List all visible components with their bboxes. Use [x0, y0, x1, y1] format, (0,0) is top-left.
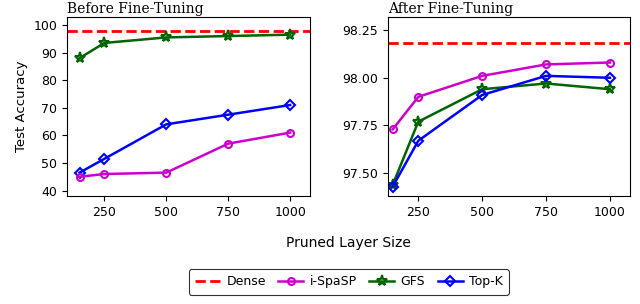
Text: Pruned Layer Size: Pruned Layer Size [286, 236, 412, 250]
Text: After Fine-Tuning: After Fine-Tuning [388, 2, 513, 16]
Y-axis label: Test Accuracy: Test Accuracy [15, 61, 28, 152]
Legend: Dense, i-SpaSP, GFS, Top-K: Dense, i-SpaSP, GFS, Top-K [189, 269, 509, 295]
Text: Before Fine-Tuning: Before Fine-Tuning [67, 2, 204, 16]
